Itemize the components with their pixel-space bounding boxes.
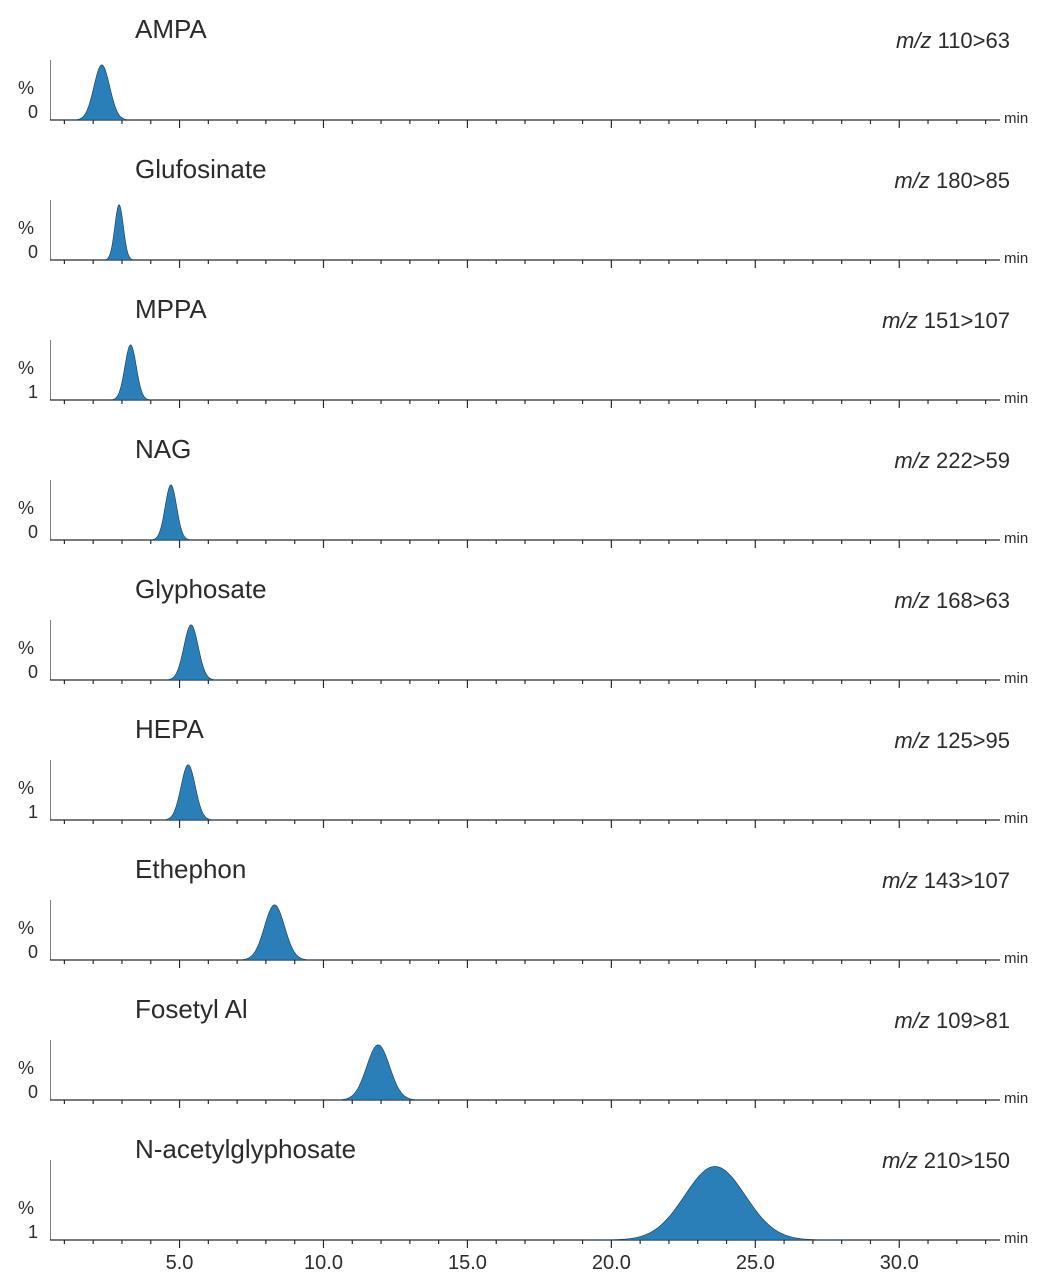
x-axis-tick-label: 15.0 bbox=[448, 1252, 487, 1275]
y-axis-label: % bbox=[18, 1058, 34, 1079]
mz-transition-label: m/z 125>95 bbox=[894, 728, 1010, 754]
y-axis-bottom-tick: 1 bbox=[28, 1222, 38, 1243]
mz-prefix: m/z bbox=[894, 1008, 929, 1033]
y-axis-label: % bbox=[18, 778, 34, 799]
chromatogram-panel: N-acetylglyphosatem/z 210>150%1min5.010.… bbox=[0, 1130, 1040, 1280]
mz-transition-label: m/z 151>107 bbox=[882, 308, 1010, 334]
chromatogram-peak bbox=[146, 485, 197, 540]
chromatogram-plot bbox=[50, 620, 1010, 694]
chromatogram-plot bbox=[50, 760, 1010, 834]
mz-prefix: m/z bbox=[894, 168, 929, 193]
x-axis-tick-label: 10.0 bbox=[304, 1252, 343, 1275]
mz-transition-label: m/z 168>63 bbox=[894, 588, 1010, 614]
chromatogram-panel: HEPAm/z 125>95%1min bbox=[0, 710, 1040, 838]
chromatogram-plot bbox=[50, 60, 1010, 134]
y-axis-label: % bbox=[18, 358, 34, 379]
chromatogram-plot bbox=[50, 200, 1010, 274]
x-axis-tick-label: 5.0 bbox=[166, 1252, 194, 1275]
chromatogram-peak bbox=[100, 205, 138, 260]
y-axis-label: % bbox=[18, 1198, 34, 1219]
compound-name: HEPA bbox=[135, 714, 204, 745]
mz-prefix: m/z bbox=[882, 868, 917, 893]
chromatogram-peak bbox=[582, 1166, 848, 1240]
mz-prefix: m/z bbox=[894, 588, 929, 613]
mz-value: 168>63 bbox=[930, 588, 1010, 613]
mz-transition-label: m/z 109>81 bbox=[894, 1008, 1010, 1034]
mz-transition-label: m/z 222>59 bbox=[894, 448, 1010, 474]
mz-prefix: m/z bbox=[882, 308, 917, 333]
mz-value: 109>81 bbox=[930, 1008, 1010, 1033]
chromatogram-peak bbox=[67, 65, 137, 120]
compound-name: AMPA bbox=[135, 14, 207, 45]
mz-value: 180>85 bbox=[930, 168, 1010, 193]
mz-transition-label: m/z 180>85 bbox=[894, 168, 1010, 194]
chromatogram-stack: AMPAm/z 110>63%0minGlufosinatem/z 180>85… bbox=[0, 0, 1040, 1280]
chromatogram-panel: AMPAm/z 110>63%0min bbox=[0, 10, 1040, 138]
y-axis-bottom-tick: 0 bbox=[28, 102, 38, 123]
mz-value: 125>95 bbox=[930, 728, 1010, 753]
chromatogram-plot bbox=[50, 900, 1010, 974]
chromatogram-panel: Glyphosatem/z 168>63%0min bbox=[0, 570, 1040, 698]
chromatogram-plot bbox=[50, 1160, 1010, 1254]
mz-value: 110>63 bbox=[931, 28, 1010, 53]
y-axis-label: % bbox=[18, 218, 34, 239]
y-axis-bottom-tick: 0 bbox=[28, 242, 38, 263]
mz-value: 151>107 bbox=[918, 308, 1010, 333]
chromatogram-panel: Ethephonm/z 143>107%0min bbox=[0, 850, 1040, 978]
y-axis-bottom-tick: 0 bbox=[28, 522, 38, 543]
mz-value: 143>107 bbox=[918, 868, 1010, 893]
y-axis-label: % bbox=[18, 498, 34, 519]
chromatogram-peak bbox=[159, 625, 222, 680]
y-axis-label: % bbox=[18, 638, 34, 659]
y-axis-bottom-tick: 0 bbox=[28, 662, 38, 683]
compound-name: Ethephon bbox=[135, 854, 246, 885]
y-axis-bottom-tick: 1 bbox=[28, 802, 38, 823]
compound-name: Glufosinate bbox=[135, 154, 267, 185]
chromatogram-panel: Glufosinatem/z 180>85%0min bbox=[0, 150, 1040, 278]
chromatogram-peak bbox=[328, 1045, 429, 1100]
y-axis-label: % bbox=[18, 78, 34, 99]
mz-prefix: m/z bbox=[894, 448, 929, 473]
mz-prefix: m/z bbox=[894, 728, 929, 753]
chromatogram-panel: NAGm/z 222>59%0min bbox=[0, 430, 1040, 558]
y-axis-bottom-tick: 0 bbox=[28, 1082, 38, 1103]
compound-name: MPPA bbox=[135, 294, 207, 325]
chromatogram-plot bbox=[50, 480, 1010, 554]
y-axis-bottom-tick: 0 bbox=[28, 942, 38, 963]
mz-prefix: m/z bbox=[896, 28, 931, 53]
chromatogram-plot bbox=[50, 340, 1010, 414]
mz-transition-label: m/z 110>63 bbox=[896, 28, 1010, 54]
x-axis-tick-label: 25.0 bbox=[736, 1252, 775, 1275]
chromatogram-panel: MPPAm/z 151>107%1min bbox=[0, 290, 1040, 418]
chromatogram-peak bbox=[105, 345, 156, 400]
x-axis-tick-label: 30.0 bbox=[880, 1252, 919, 1275]
y-axis-label: % bbox=[18, 918, 34, 939]
chromatogram-panel: Fosetyl Alm/z 109>81%0min bbox=[0, 990, 1040, 1118]
y-axis-bottom-tick: 1 bbox=[28, 382, 38, 403]
chromatogram-peak bbox=[157, 765, 220, 820]
compound-name: Fosetyl Al bbox=[135, 994, 248, 1025]
mz-transition-label: m/z 143>107 bbox=[882, 868, 1010, 894]
compound-name: NAG bbox=[135, 434, 191, 465]
x-axis-tick-label: 20.0 bbox=[592, 1252, 631, 1275]
mz-value: 222>59 bbox=[930, 448, 1010, 473]
compound-name: Glyphosate bbox=[135, 574, 267, 605]
chromatogram-plot bbox=[50, 1040, 1010, 1114]
chromatogram-peak bbox=[230, 905, 319, 960]
